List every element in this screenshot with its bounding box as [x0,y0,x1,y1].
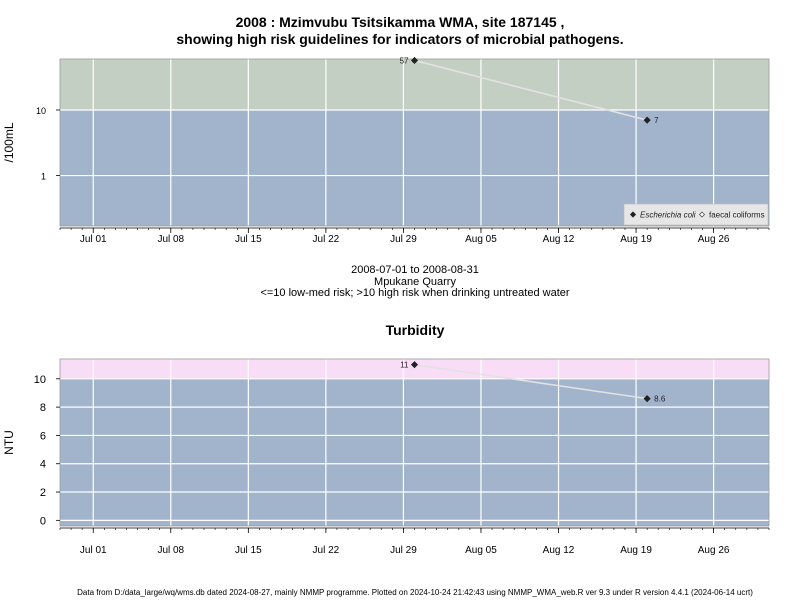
panel2-chart-title: Turbidity [386,322,445,338]
panel1-high-risk-band [60,59,769,111]
panel2-y-tick-label: 10 [34,374,46,386]
panel2-x-tick-label: Jul 08 [157,545,184,556]
caption-date-range: 2008-07-01 to 2008-08-31 [351,264,479,276]
panel2-data-label: 8.6 [654,395,666,404]
panel1-legend-label: faecal coliforms [709,211,765,220]
panel1-data-label: 7 [654,116,659,125]
panel2-low-risk-band [60,378,769,526]
panel1-legend-label: Escherichia coli [640,211,696,220]
chart-title-line1: 2008 : Mzimvubu Tsitsikamma WMA, site 18… [235,14,565,30]
panel2-data-label: 11 [400,361,409,370]
panel1-series-line [414,59,648,121]
panel1-y-tick-label: 1 [41,172,46,182]
panel2-data-point [410,361,419,369]
panel2-high-risk-band [60,359,769,379]
panel1-legend-marker [698,211,706,218]
panel2-y-tick-label: 8 [40,402,46,414]
panel2-data-point [643,395,651,403]
panel1-legend-marker [629,211,637,218]
panel2-y-axis-label: NTU [2,430,16,455]
chart-title-line2: showing high risk guidelines for indicat… [176,31,624,47]
panel1-x-tick-label: Aug 19 [620,234,652,245]
panel1-x-tick-label: Jul 15 [235,234,262,245]
panel2-y-tick-label: 4 [40,459,46,471]
panel2-x-tick-label: Jul 22 [313,545,340,556]
panel2-y-tick-label: 6 [40,430,46,442]
panel2-x-tick-label: Jul 15 [235,545,262,556]
panel1-x-tick-label: Aug 05 [465,234,497,245]
panel1-legend-box [623,203,769,226]
panel1-x-tick-label: Jul 08 [157,234,184,245]
panel2-x-tick-label: Jul 29 [390,545,417,556]
panel1-x-tick-label: Aug 26 [698,234,730,245]
panel2-series-line [414,363,648,400]
panel2-x-tick-label: Aug 05 [465,545,497,556]
panel1-x-tick-label: Jul 29 [390,234,417,245]
panel2-y-tick-label: 2 [40,487,46,499]
panel1-data-label: 57 [400,56,409,65]
panel2-x-tick-label: Aug 12 [543,545,575,556]
panel1-x-tick-label: Jul 01 [80,234,107,245]
panel2-x-tick-label: Aug 26 [698,545,730,556]
caption-risk-note: <=10 low-med risk; >10 high risk when dr… [260,287,570,299]
panel2-x-tick-label: Jul 01 [80,545,107,556]
panel1-y-tick-label: 10 [36,106,46,116]
panel2-y-tick-label: 0 [40,515,46,527]
caption-site-name: Mpukane Quarry [374,276,456,288]
panel1-data-point [410,56,419,65]
footer-note: Data from D:/data_large/wq/wms.db dated … [77,588,753,597]
panel1-x-tick-label: Aug 12 [543,234,575,245]
panel2-x-tick-label: Aug 19 [620,545,652,556]
panel1-x-tick-label: Jul 22 [313,234,340,245]
panel1-data-point [643,116,651,124]
panel1-y-axis-label: /100mL [2,122,16,162]
panel2-plot-frame [59,358,770,527]
